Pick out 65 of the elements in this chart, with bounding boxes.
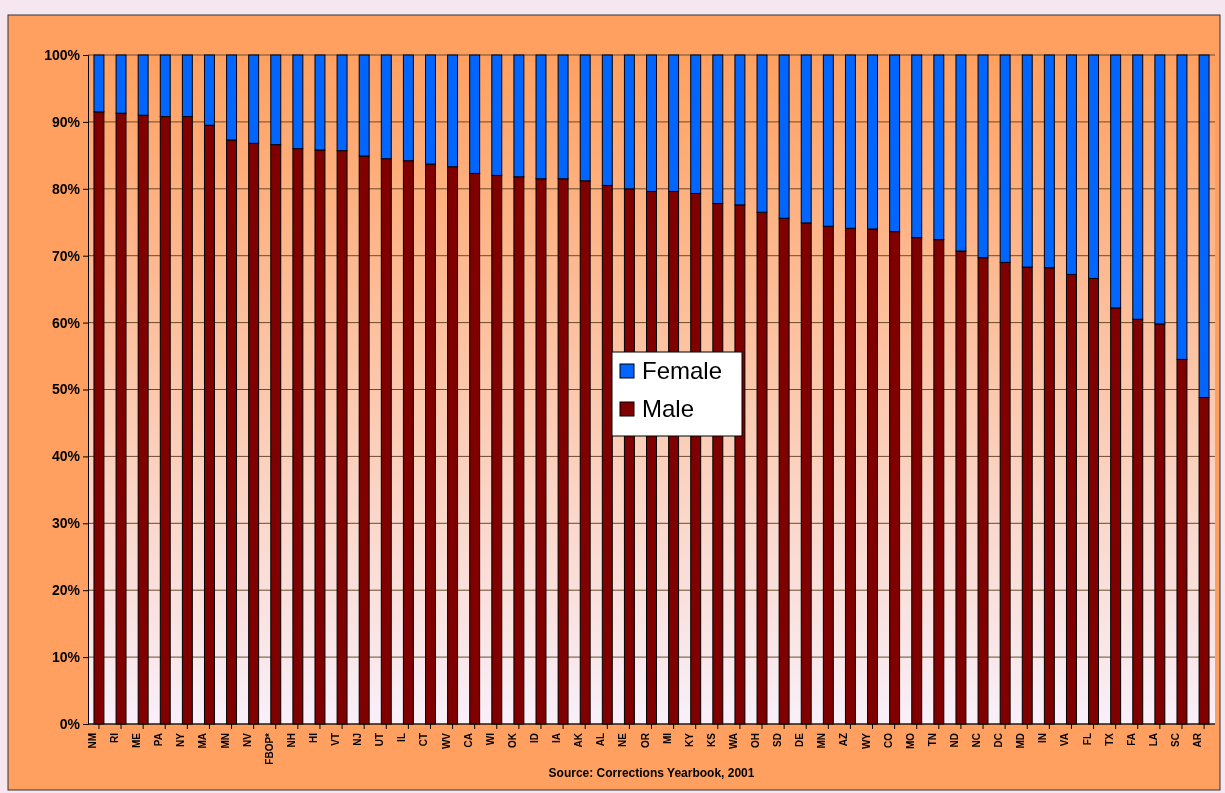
x-tick-label: WV (440, 732, 452, 750)
x-tick-label: NJ (352, 733, 364, 746)
y-tick-label: 30% (51, 515, 81, 532)
x-tick-label: OH (750, 733, 762, 748)
x-tick-label: WI (484, 732, 496, 746)
y-tick-label: 50% (51, 381, 81, 398)
x-tick-label: IL (396, 733, 408, 742)
x-tick-label: CO (882, 732, 894, 748)
y-tick-label: 70% (51, 247, 81, 264)
y-tick-label: 10% (51, 649, 81, 666)
x-tick-label: ME (131, 732, 143, 748)
x-tick-label: KS (705, 732, 717, 747)
x-tick-label: NY (175, 732, 187, 747)
x-tick-label: WA (727, 733, 739, 750)
x-tick-label: HI (307, 732, 319, 743)
source-note: Source: Corrections Yearbook, 2001 (548, 766, 755, 780)
x-tick-label: VT (330, 733, 342, 746)
x-tick-label: PA (153, 733, 165, 747)
x-tick-label: AL (595, 733, 607, 747)
x-tick-label: TN (926, 733, 938, 747)
x-tick-label: FBOP* (263, 732, 275, 765)
legend-label: Female (642, 357, 723, 384)
x-tick-label: MI (661, 732, 673, 745)
x-tick-label: UT (374, 733, 386, 747)
x-tick-label: NH (285, 733, 297, 748)
x-tick-label: FA (1125, 733, 1137, 746)
x-tick-label: ID (528, 733, 540, 743)
x-tick-label: AR (1192, 732, 1204, 748)
y-tick-label: 20% (51, 582, 81, 599)
x-tick-label: IA (551, 733, 563, 743)
x-tick-label: DC (993, 733, 1005, 748)
x-tick-label: FL (1081, 733, 1093, 746)
x-tick-label: SC (1169, 733, 1181, 747)
legend-label: Male (642, 395, 695, 422)
x-tick-label: TX (1103, 732, 1115, 746)
x-tick-label: SD (772, 733, 784, 747)
x-tick-label: OK (506, 732, 518, 748)
y-tick-label: 0% (59, 715, 81, 732)
x-tick-label: NE (617, 732, 629, 747)
x-tick-label: MN (219, 733, 231, 749)
x-tick-label: VA (1059, 733, 1071, 747)
x-tick-label: AZ (838, 733, 850, 747)
x-tick-label: MD (1015, 733, 1027, 749)
x-tick-label: MO (904, 732, 916, 750)
x-tick-label: RI (109, 732, 121, 743)
x-tick-label: LA (1147, 733, 1159, 747)
y-tick-label: 60% (51, 314, 81, 331)
x-tick-label: NM (86, 733, 98, 749)
y-tick-label: 80% (51, 180, 81, 197)
x-tick-label: ND (948, 733, 960, 748)
x-tick-label: MN (816, 733, 828, 749)
x-tick-label: NV (241, 732, 253, 747)
x-tick-label: CA (462, 733, 474, 748)
x-tick-label: KY (683, 732, 695, 747)
x-tick-label: IN (1037, 733, 1049, 743)
x-tick-label: OR (639, 732, 651, 748)
x-tick-label: NC (971, 733, 983, 748)
x-tick-label: WY (860, 732, 872, 750)
x-tick-label: DE (794, 732, 806, 747)
x-tick-label: CT (418, 733, 430, 747)
x-tick-label: MA (197, 733, 209, 749)
x-tick-label: AK (573, 732, 585, 748)
y-tick-label: 40% (51, 448, 81, 465)
y-tick-label: 100% (44, 46, 81, 63)
y-tick-label: 90% (51, 113, 81, 130)
